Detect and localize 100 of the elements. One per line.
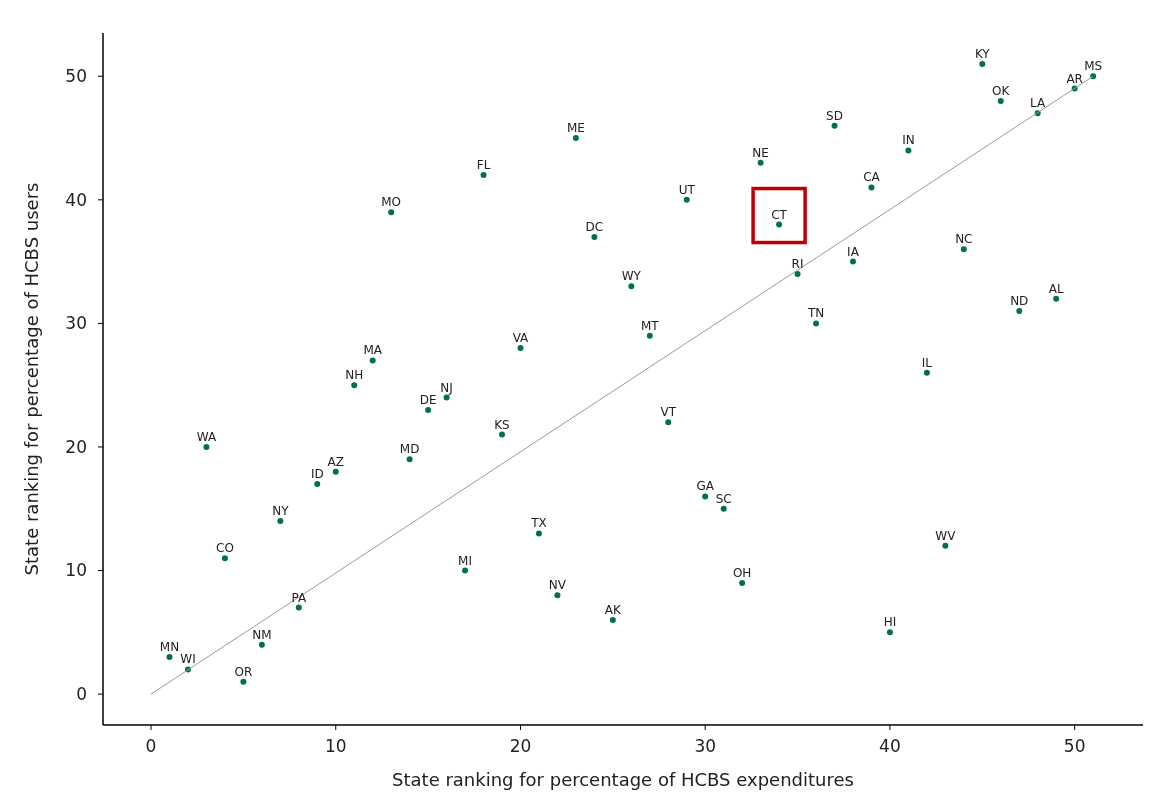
annotation: NY — [272, 504, 290, 519]
annotation: MA — [363, 343, 383, 358]
point — [886, 629, 893, 636]
annotation: TN — [806, 306, 825, 321]
point — [388, 209, 395, 216]
point — [535, 530, 542, 537]
annotation: ND — [1010, 294, 1029, 309]
point — [739, 579, 746, 586]
annotation: WY — [621, 269, 642, 284]
point — [240, 678, 247, 685]
annotation: DC — [585, 219, 604, 234]
point — [277, 518, 284, 525]
annotation: ME — [566, 121, 585, 136]
point — [406, 456, 413, 463]
annotation: ID — [310, 467, 324, 482]
point — [1090, 73, 1097, 80]
x-tick-label: 20 — [509, 736, 532, 756]
annotation: AL — [1048, 281, 1064, 296]
point — [683, 196, 690, 203]
annotation: WA — [196, 429, 217, 444]
point — [221, 555, 228, 562]
point — [628, 283, 635, 290]
annotation: DE — [419, 392, 437, 407]
point — [757, 159, 764, 166]
point — [480, 172, 487, 179]
annotation: CA — [863, 170, 881, 185]
point — [776, 221, 783, 228]
y-axis-title: State ranking for percentage of HCBS users — [21, 182, 42, 576]
annotation: TX — [530, 516, 547, 531]
point — [923, 369, 930, 376]
annotation: NH — [345, 368, 364, 383]
annotation: CT — [771, 207, 788, 222]
x-axis-title: State ranking for percentage of HCBS expenditures — [392, 769, 854, 790]
annotation: MO — [381, 195, 402, 210]
point — [868, 184, 875, 191]
annotation: SC — [715, 491, 732, 506]
annotation: IN — [902, 133, 915, 148]
x-tick-label: 10 — [324, 736, 347, 756]
point — [295, 604, 302, 611]
y-tick-label: 50 — [65, 66, 87, 87]
annotation: MT — [640, 318, 660, 333]
point — [905, 147, 912, 154]
annotation: AK — [604, 602, 623, 617]
point — [646, 332, 653, 339]
point — [258, 641, 265, 648]
annotation: VT — [660, 405, 677, 420]
annotation: UT — [678, 182, 696, 197]
annotation: SD — [826, 108, 843, 123]
point — [166, 654, 173, 661]
y-tick-label: 30 — [65, 313, 87, 334]
point — [1016, 308, 1023, 315]
x-tick-label: 40 — [879, 736, 901, 756]
point — [979, 60, 986, 67]
annotation: KY — [974, 46, 991, 61]
annotation: NJ — [440, 380, 453, 395]
y-tick-label: 10 — [65, 560, 87, 581]
point — [332, 468, 339, 475]
point — [572, 135, 579, 142]
annotation: MS — [1084, 59, 1103, 74]
annotation: NC — [955, 232, 973, 247]
annotation: GA — [696, 479, 715, 494]
y-tick-label: 0 — [76, 684, 87, 705]
annotation: OK — [992, 83, 1011, 98]
point — [591, 233, 598, 240]
point — [462, 567, 469, 574]
annotation: LA — [1030, 96, 1047, 111]
x-tick-label: 50 — [1063, 736, 1086, 756]
annotation: VA — [512, 331, 530, 346]
annotation: RI — [791, 256, 804, 271]
point — [942, 542, 949, 549]
point — [1053, 295, 1060, 302]
annotation: NE — [752, 145, 769, 160]
point — [554, 592, 561, 599]
point — [960, 246, 967, 253]
point — [702, 493, 709, 500]
annotation: MN — [159, 640, 180, 655]
annotation: NM — [252, 627, 272, 642]
point — [609, 616, 616, 623]
point — [351, 382, 358, 389]
annotation: FL — [476, 158, 491, 173]
annotation: PA — [291, 590, 307, 605]
annotation: WI — [180, 652, 196, 667]
point — [203, 443, 210, 450]
point — [997, 97, 1004, 104]
annotation: AR — [1066, 71, 1083, 86]
point — [517, 345, 524, 352]
annotation: KS — [494, 417, 510, 432]
annotation: MI — [458, 553, 473, 568]
annotation: OR — [234, 664, 253, 679]
point — [849, 258, 856, 265]
y-tick-label: 20 — [65, 436, 87, 457]
annotation: OH — [732, 565, 752, 580]
annotation: WV — [935, 528, 957, 543]
point — [314, 481, 321, 488]
annotation: MD — [399, 442, 420, 457]
point — [499, 431, 506, 438]
point — [665, 419, 672, 426]
annotation: AZ — [327, 454, 344, 469]
point — [720, 505, 727, 512]
x-tick-label: 30 — [694, 736, 717, 756]
